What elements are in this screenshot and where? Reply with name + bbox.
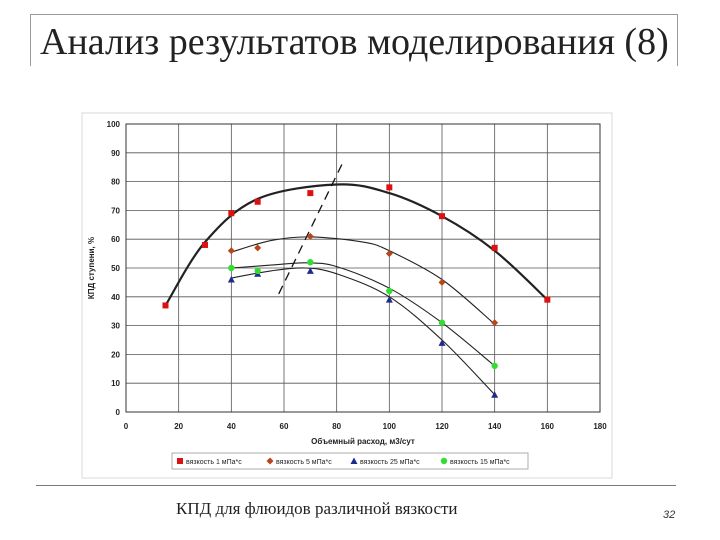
x-axis-label: Объемный расход, м3/сут: [311, 437, 415, 446]
plot-frame: [125, 123, 601, 413]
x-tick-label: 120: [435, 422, 449, 431]
data-point-series-1: [386, 184, 393, 191]
data-point-series-4: [228, 264, 235, 272]
page-number: 32: [663, 509, 676, 521]
data-point-series-3: [306, 267, 314, 274]
x-tick-label: 20: [174, 422, 183, 431]
slide-title: Анализ результатов моделирования (8): [40, 21, 669, 63]
data-point-series-1: [307, 190, 314, 197]
legend-label-series-3: вязкость 25 мПа*с: [360, 459, 420, 466]
optimal-efficiency-line: [278, 164, 343, 295]
legend: вязкость 1 мПа*с вязкость 5 мПа*с вязкость…: [171, 452, 529, 470]
x-tick-label: 140: [488, 422, 502, 431]
data-point-series-2: [227, 247, 235, 255]
legend-label-series-1: вязкость 1 мПа*с: [186, 459, 242, 466]
data-point-series-3: [491, 391, 499, 398]
data-point-series-4: [491, 362, 498, 370]
y-tick-label: 100: [107, 120, 121, 129]
data-point-series-4: [438, 319, 446, 326]
data-point-series-3: [385, 296, 393, 303]
data-point-series-2: [306, 232, 314, 240]
x-tick-label: 0: [124, 422, 129, 431]
data-point-series-4: [386, 287, 393, 295]
data-point-series-1: [491, 244, 498, 251]
axes: [125, 123, 601, 413]
data-markers: [162, 184, 551, 398]
efficiency-chart: 0 20 40 60 80 100 120 140 160 180 0 10 20 30 40 50 60 70 8…: [81, 112, 613, 479]
legend-label-series-4: вязкость 15 мПа*с: [450, 459, 510, 466]
legend-box: [171, 452, 529, 470]
title-frame-top-line: [30, 14, 678, 15]
legend-marker-series-3: [350, 457, 358, 464]
data-point-series-1: [228, 210, 235, 217]
data-point-series-1: [202, 241, 208, 248]
y-tick-label: 70: [111, 206, 120, 215]
y-tick-label: 20: [111, 350, 120, 359]
y-axis-label: КПД ступени, %: [87, 237, 96, 299]
data-point-series-2: [491, 319, 499, 327]
legend-label-series-2: вязкость 5 мПа*с: [276, 459, 332, 466]
data-point-series-2: [438, 278, 446, 286]
x-tick-label: 80: [332, 422, 341, 431]
x-tick-label: 100: [383, 422, 397, 431]
y-tick-label: 40: [111, 293, 120, 302]
y-tick-label: 60: [111, 235, 120, 244]
optimal-dashed-line: [278, 164, 343, 295]
y-tick-label: 30: [111, 322, 120, 331]
trend-curve-series-1: [164, 183, 549, 306]
data-point-series-1: [544, 296, 551, 303]
data-point-series-3: [227, 276, 235, 283]
data-point-series-4: [307, 259, 314, 266]
x-tick-label: 40: [227, 422, 236, 431]
y-tick-label: 80: [111, 178, 120, 187]
y-tick-label: 10: [111, 379, 120, 388]
legend-marker-series-4: [440, 457, 448, 465]
x-tick-label: 180: [593, 422, 607, 431]
data-point-series-3: [438, 339, 446, 346]
y-tick-label: 50: [111, 264, 120, 273]
y-tick-label: 90: [111, 149, 120, 158]
y-tick-label: 0: [116, 408, 121, 417]
legend-marker-series-1: [177, 458, 183, 464]
x-tick-label: 160: [541, 422, 555, 431]
slide-caption: КПД для флюидов различной вязкости: [176, 499, 458, 518]
data-point-series-2: [254, 244, 262, 252]
data-point-series-2: [385, 250, 393, 258]
legend-marker-series-2: [266, 457, 274, 465]
title-frame-right-line: [677, 14, 678, 66]
title-frame-left-line: [30, 14, 31, 66]
data-point-series-1: [254, 198, 261, 205]
data-point-series-1: [439, 213, 445, 220]
data-point-series-1: [162, 302, 169, 309]
tick-labels: 0 20 40 60 80 100 120 140 160 180 0 10 20 30 40 50 60 70 8…: [107, 120, 608, 431]
data-point-series-4: [254, 267, 261, 275]
x-tick-label: 60: [280, 422, 289, 431]
footer-line: [36, 485, 676, 486]
